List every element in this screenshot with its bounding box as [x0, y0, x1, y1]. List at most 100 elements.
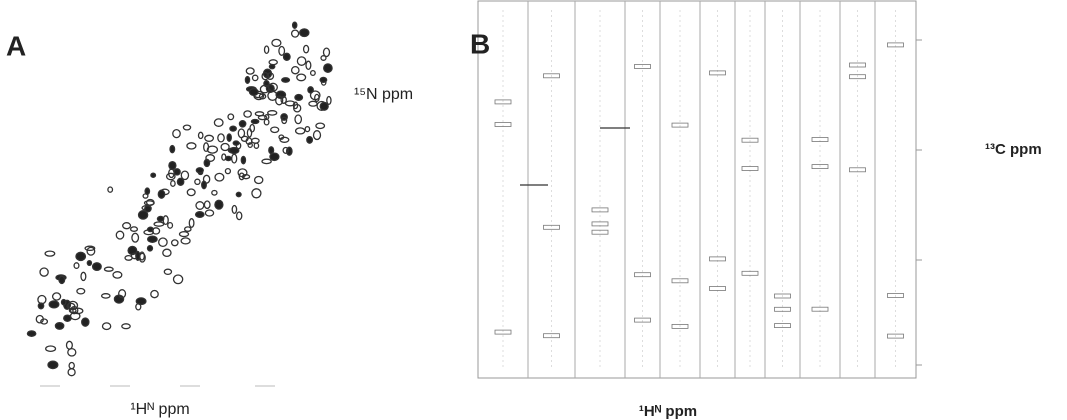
- peak: [268, 59, 278, 66]
- peak: [305, 60, 312, 71]
- peak: [243, 110, 252, 118]
- peak: [302, 44, 310, 54]
- peak: [170, 180, 176, 187]
- peak: [168, 160, 177, 171]
- y-axis-label: ¹³C ppm: [985, 141, 1042, 158]
- peak: [173, 168, 181, 176]
- peak: [849, 74, 866, 80]
- x-axis-label: ¹Hᴺ ppm: [130, 401, 189, 418]
- peak: [186, 188, 196, 197]
- peak: [244, 75, 251, 84]
- peak: [319, 76, 328, 84]
- peak: [290, 65, 300, 75]
- peak: [709, 286, 726, 291]
- peak: [180, 237, 191, 245]
- peak: [135, 303, 142, 311]
- peak: [204, 134, 215, 142]
- peak: [248, 87, 259, 97]
- peak: [112, 271, 123, 279]
- peak: [267, 110, 278, 116]
- peak: [229, 125, 237, 132]
- peak: [195, 201, 205, 210]
- peak: [320, 55, 327, 61]
- peak: [194, 211, 205, 218]
- peak: [103, 266, 114, 272]
- peak: [194, 178, 201, 186]
- peak: [296, 73, 307, 82]
- peak: [494, 329, 512, 335]
- peak: [135, 250, 141, 261]
- peak: [253, 142, 260, 149]
- peak: [66, 302, 76, 310]
- peak: [282, 146, 289, 154]
- peak: [63, 314, 72, 322]
- peak: [849, 62, 866, 68]
- peak: [147, 235, 158, 243]
- peak: [146, 244, 154, 252]
- peak: [150, 172, 157, 178]
- peak: [591, 229, 609, 235]
- peak: [249, 123, 256, 133]
- peak: [172, 128, 181, 139]
- peak: [263, 118, 270, 126]
- peak: [131, 232, 140, 243]
- peak: [811, 137, 829, 142]
- peak: [241, 174, 251, 180]
- peak: [231, 153, 238, 164]
- peak: [275, 95, 284, 106]
- peak: [180, 170, 190, 181]
- peak: [58, 275, 66, 285]
- peak: [153, 221, 165, 227]
- peak: [254, 111, 265, 117]
- peak: [156, 215, 165, 222]
- peak: [201, 180, 207, 190]
- peak: [86, 246, 96, 256]
- frame: [477, 0, 917, 379]
- peak: [309, 69, 316, 77]
- peak: [266, 72, 275, 80]
- peak: [275, 90, 287, 100]
- peak: [178, 231, 190, 238]
- peak: [237, 128, 246, 139]
- peak: [259, 84, 270, 94]
- peak: [709, 70, 726, 76]
- peak: [312, 130, 322, 141]
- peak: [887, 293, 904, 298]
- peak: [170, 239, 179, 247]
- peak: [634, 64, 651, 69]
- peak: [144, 205, 152, 213]
- peak: [494, 122, 512, 127]
- peak: [144, 187, 151, 196]
- peak: [591, 221, 609, 227]
- peak: [290, 29, 300, 38]
- peak: [91, 262, 102, 272]
- peak: [135, 297, 147, 306]
- peak: [774, 306, 791, 312]
- peak: [245, 67, 255, 75]
- peak: [220, 142, 230, 152]
- peak: [67, 368, 76, 377]
- peak: [206, 145, 219, 154]
- x-axis-label: ¹Hᴺ ppm: [639, 403, 697, 420]
- peak: [231, 204, 238, 214]
- peak: [176, 177, 185, 186]
- peak: [268, 146, 275, 155]
- peak: [65, 340, 73, 350]
- peak: [261, 72, 270, 81]
- peak: [247, 142, 253, 149]
- peak: [73, 262, 80, 270]
- peak: [240, 155, 247, 165]
- peak: [143, 200, 155, 206]
- peak: [251, 74, 259, 82]
- peak: [271, 38, 282, 48]
- peak: [39, 267, 49, 277]
- peak: [214, 199, 224, 210]
- peak: [124, 254, 133, 261]
- peak: [299, 28, 310, 38]
- peak: [314, 93, 320, 103]
- peak: [60, 298, 67, 306]
- peak: [811, 164, 829, 170]
- peak: [543, 224, 560, 230]
- peak: [203, 200, 211, 210]
